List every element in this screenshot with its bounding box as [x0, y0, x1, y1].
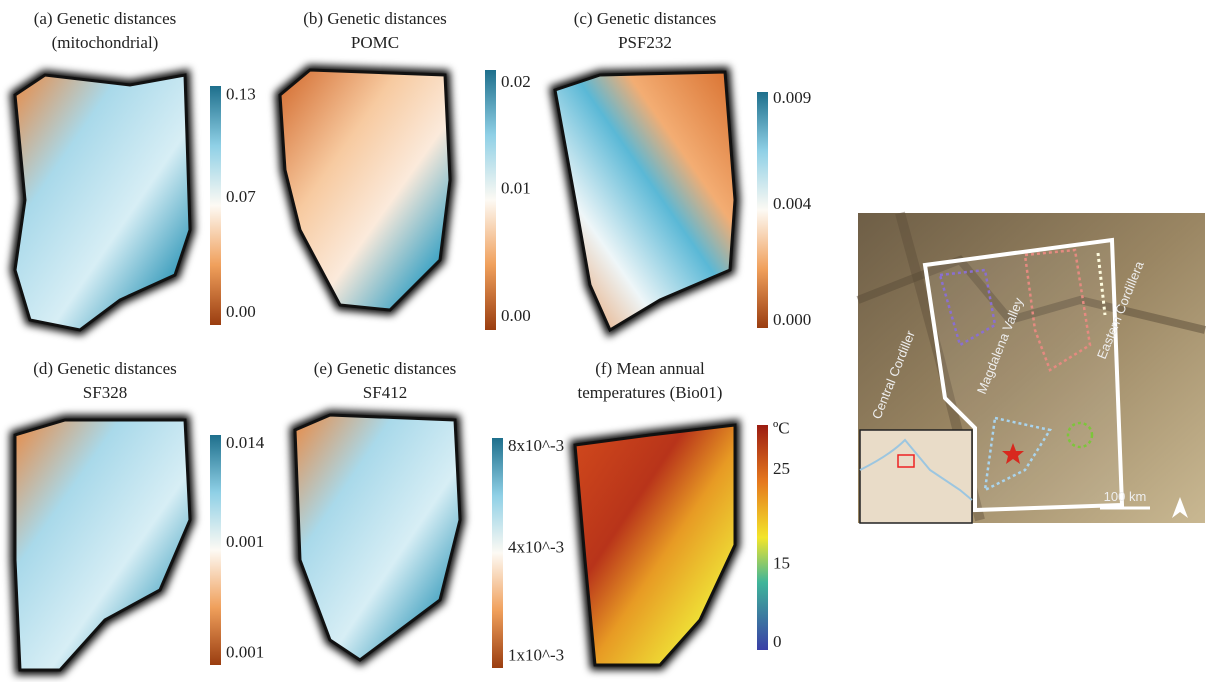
panel-title: POMC: [351, 33, 399, 52]
colorbar-label: 0: [773, 632, 782, 651]
map-area: [555, 72, 735, 330]
colorbar-label: 1x10^-3: [508, 645, 564, 664]
figure: 100 km Central Cordiller Magdalena Valle…: [0, 0, 1207, 682]
colorbar-label: 0.13: [226, 84, 256, 103]
colorbar-label: 0.014: [226, 433, 265, 452]
panel-title: temperatures (Bio01): [578, 383, 723, 402]
panel-title: (e) Genetic distances: [314, 359, 457, 378]
colorbar-label: 0.009: [773, 88, 811, 107]
colorbar-label: 0.000: [773, 310, 811, 329]
panel-title: SF412: [363, 383, 407, 402]
colorbar: [492, 438, 503, 668]
colorbar-label: 0.07: [226, 187, 256, 206]
colorbar: [210, 86, 221, 325]
panel-title: (c) Genetic distances: [574, 9, 717, 28]
panel-title: (f) Mean annual: [595, 359, 705, 378]
colorbar-label: 4x10^-3: [508, 537, 564, 556]
scale-label: 100 km: [1104, 489, 1147, 504]
panel-title: (a) Genetic distances: [34, 9, 177, 28]
map-area: [575, 425, 735, 665]
colorbar: [485, 70, 496, 330]
map-area: [15, 420, 190, 670]
colorbar-label: 0.00: [226, 302, 256, 321]
colorbar-label: 25: [773, 459, 790, 478]
colorbar-label: 0.01: [501, 179, 531, 198]
colorbar: [757, 92, 768, 328]
map-area: [280, 70, 450, 310]
panel-title: SF328: [83, 383, 127, 402]
panel-title: PSF232: [618, 33, 672, 52]
map-area: [15, 75, 190, 330]
colorbar-label: 0.00: [501, 306, 531, 325]
colorbar: [210, 435, 221, 665]
colorbar-label: ºC: [773, 418, 790, 437]
colorbar: [757, 425, 768, 650]
panel-title: (mitochondrial): [52, 33, 159, 52]
colorbar-label: 8x10^-3: [508, 436, 564, 455]
context-map: 100 km Central Cordiller Magdalena Valle…: [858, 213, 1205, 523]
colorbar-label: 0.004: [773, 194, 812, 213]
colorbar-label: 0.02: [501, 72, 531, 91]
panel-title: (b) Genetic distances: [303, 9, 447, 28]
colorbar-label: 15: [773, 553, 790, 572]
panel-title: (d) Genetic distances: [33, 359, 177, 378]
colorbar-label: 0.001: [226, 532, 264, 551]
colorbar-label: 0.001: [226, 642, 264, 661]
